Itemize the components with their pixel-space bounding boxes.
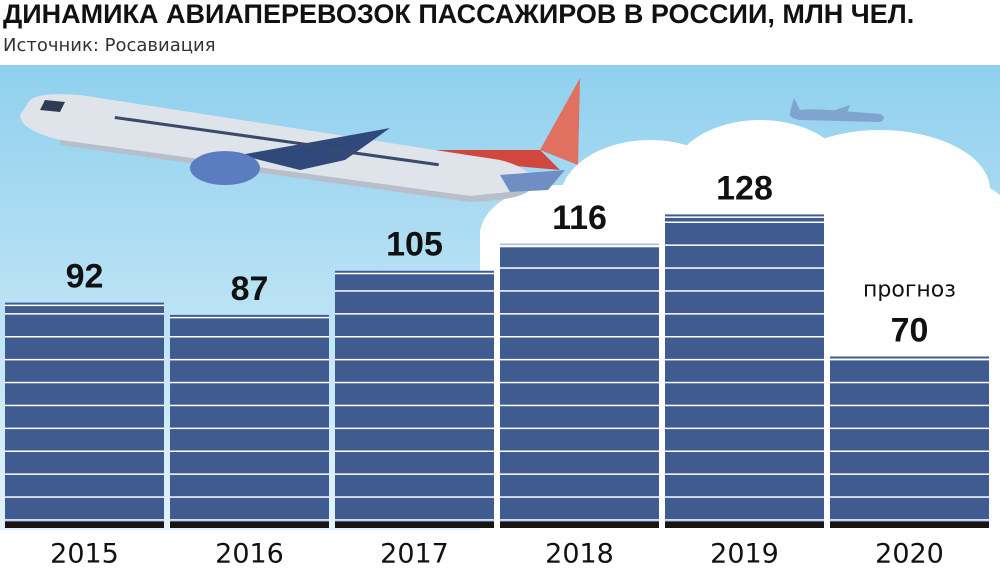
bar-top-line (830, 358, 989, 360)
airplane (20, 78, 580, 202)
x-tick-label: 2016 (215, 539, 284, 570)
bar (335, 270, 494, 528)
bar-top-line (665, 216, 824, 218)
bar (830, 356, 989, 528)
bar-top-line (500, 245, 659, 248)
bar-base (5, 522, 164, 528)
x-tick-label: 2018 (545, 539, 614, 570)
bar-base (665, 522, 824, 528)
value-label: 105 (386, 226, 443, 264)
bar-top-line (5, 304, 164, 307)
bar-base (335, 522, 494, 528)
x-tick-label: 2015 (50, 539, 119, 570)
value-label: 87 (231, 270, 269, 308)
x-tick-label: 2019 (710, 539, 779, 570)
bar (500, 243, 659, 529)
x-tick-label: 2020 (875, 539, 944, 570)
bar-top-line (170, 316, 329, 319)
bar-base (170, 522, 329, 528)
value-label: 128 (716, 169, 773, 207)
chart-title: ДИНАМИКА АВИАПЕРЕВОЗОК ПАССАЖИРОВ В РОСС… (3, 0, 914, 29)
value-label: 92 (66, 258, 104, 296)
x-tick-label: 2017 (380, 539, 449, 570)
value-label: 116 (552, 199, 607, 237)
chart-subtitle: Источник: Росавиация (3, 35, 216, 56)
bar-base (500, 522, 659, 528)
bar-top-line (335, 272, 494, 275)
value-label: 70 (891, 311, 929, 349)
bar (5, 302, 164, 528)
bar-base (830, 522, 989, 528)
forecast-note: прогноз (863, 278, 956, 303)
bar (170, 314, 329, 528)
bar (665, 214, 824, 528)
small-airplane (789, 98, 884, 122)
